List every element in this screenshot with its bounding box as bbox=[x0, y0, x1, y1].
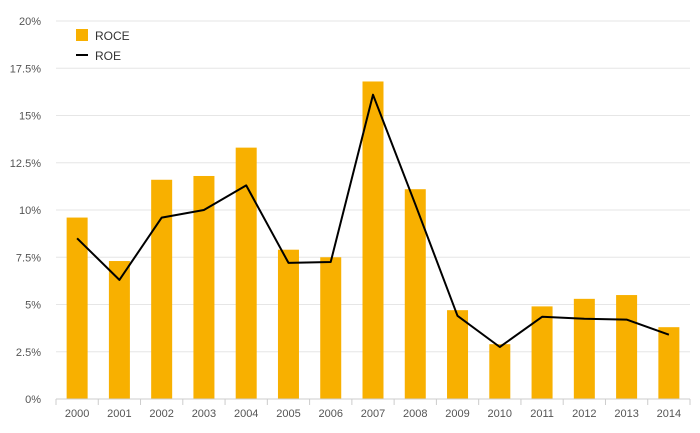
x-tick-label-2004: 2004 bbox=[234, 408, 258, 420]
x-tick-label-2001: 2001 bbox=[107, 408, 131, 420]
legend-swatch-roce bbox=[76, 29, 88, 41]
roce-bar-2014 bbox=[658, 327, 680, 399]
roce-bar-2005 bbox=[277, 249, 299, 399]
x-tick-label-2006: 2006 bbox=[318, 408, 342, 420]
roce-bar-2013 bbox=[616, 295, 638, 399]
x-tick-label-2008: 2008 bbox=[403, 408, 427, 420]
y-tick-label: 15% bbox=[19, 111, 41, 123]
x-tick-label-2012: 2012 bbox=[572, 408, 596, 420]
x-tick-label-2002: 2002 bbox=[149, 408, 173, 420]
roce-bar-2007 bbox=[362, 81, 384, 399]
y-tick-label: 0% bbox=[25, 394, 41, 406]
y-tick-label: 2.5% bbox=[16, 347, 41, 359]
roce-bar-2003 bbox=[193, 175, 215, 399]
x-tick-label-2005: 2005 bbox=[276, 408, 300, 420]
x-tick-label-2007: 2007 bbox=[361, 408, 385, 420]
roce-bar-2009 bbox=[447, 310, 469, 399]
axes: 0% 2.5% 5% 7.5% 10% 12.5% 15% 17.5% 20% 2000 2001 2… bbox=[10, 16, 691, 420]
x-tick-label-2014: 2014 bbox=[657, 408, 681, 420]
roce-bar-2011 bbox=[531, 306, 553, 399]
roce-bars bbox=[66, 81, 680, 399]
x-tick-label-2009: 2009 bbox=[445, 408, 469, 420]
y-tick-label: 10% bbox=[19, 205, 41, 217]
y-tick-label: 5% bbox=[25, 300, 41, 312]
x-tick-label-2000: 2000 bbox=[65, 408, 89, 420]
roe-line bbox=[76, 93, 670, 348]
roce-bar-2008 bbox=[404, 189, 426, 399]
roce-bar-2002 bbox=[151, 179, 173, 399]
roce-bar-2010 bbox=[489, 344, 511, 399]
legend-label-roce: ROCE bbox=[95, 29, 130, 43]
roe-line-group bbox=[76, 93, 670, 348]
legend: ROCE ROE bbox=[76, 29, 130, 63]
roce-bar-2004 bbox=[235, 147, 257, 399]
roce-bar-2000 bbox=[66, 217, 88, 399]
x-tick-label-2003: 2003 bbox=[192, 408, 216, 420]
roce-bar-2012 bbox=[573, 298, 595, 399]
x-tick-label-2011: 2011 bbox=[530, 408, 554, 420]
x-tick-label-2010: 2010 bbox=[488, 408, 512, 420]
y-tick-label: 17.5% bbox=[10, 63, 41, 75]
y-tick-label: 7.5% bbox=[16, 252, 41, 264]
y-tick-label: 20% bbox=[19, 16, 41, 28]
x-tick-label-2013: 2013 bbox=[614, 408, 638, 420]
legend-label-roe: ROE bbox=[95, 49, 121, 63]
roce-bar-2006 bbox=[320, 257, 342, 399]
roce-bar-2001 bbox=[108, 261, 130, 399]
y-tick-label: 12.5% bbox=[10, 158, 41, 170]
